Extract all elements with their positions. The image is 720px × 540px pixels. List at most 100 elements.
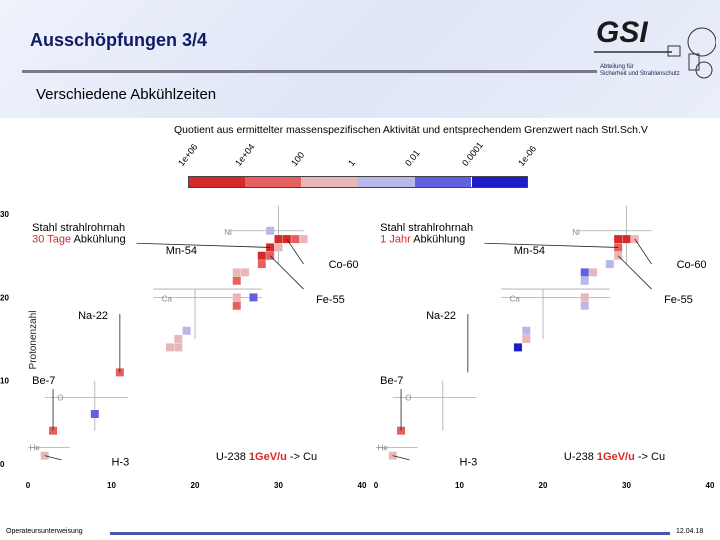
nuclide-cell [182,326,191,335]
footer-date: 12.04.18 [676,528,704,535]
legend-swatch [301,176,359,188]
legend-swatch [244,176,302,188]
nuclide-cell [232,293,241,302]
nuclide-cell [522,326,531,335]
legend-tick-label: 0.01 [402,148,422,168]
beam-label: U-238 1GeV/u -> Cu [216,451,317,463]
label-h3: H-3 [112,457,130,469]
nuclide-cell [580,293,589,302]
x-tick-label: 20 [539,481,548,490]
header-divider [22,70,597,73]
legend-caption: Quotient aus ermittelter massenspezifisc… [174,124,648,136]
panel-heading-line2: 30 Tage Abkühlung [32,233,125,245]
legend-swatch [414,176,472,188]
legend-tick-label: 1e+04 [232,141,257,168]
nuclide-cell [232,276,241,285]
pointer-line [484,242,619,248]
nuclide-cell [299,235,308,244]
x-tick-label: 0 [26,481,31,490]
legend-tick-label: 100 [289,149,307,168]
logo-subtext-line2: Sicherheit und Strahlenschutz [600,71,680,77]
y-axis-title: Protonenzahl [28,311,39,370]
nuclide-cell [257,251,266,260]
nuclide-cell [174,335,183,344]
label-be7: Be-7 [32,375,55,387]
nuclide-cell [232,268,241,277]
nuclide-cell [589,268,598,277]
panel-heading-line2: 1 Jahr Abkühlung [380,233,465,245]
label-mn54: Mn-54 [166,245,197,257]
x-tick-label: 20 [191,481,200,490]
nuclide-cell [580,301,589,310]
beam-label: U-238 1GeV/u -> Cu [564,451,665,463]
legend-tick-label: 1e+06 [176,141,200,168]
legend-swatch [358,176,415,188]
label-mn54: Mn-54 [514,245,545,257]
panel-heading: Stahl strahlrohrnah [380,222,473,234]
pointer-line [44,455,62,461]
x-tick-label: 40 [358,481,367,490]
label-na22: Na-22 [426,310,456,322]
nuclide-cell [257,260,266,269]
label-co60: Co-60 [677,259,707,271]
slide-header [0,0,720,118]
label-o: O [405,394,411,403]
nuclide-cell [630,235,639,244]
nuclide-cell [165,343,174,352]
label-ni: Ni [572,228,580,237]
nuclide-cell [580,268,589,277]
nuclide-cell [580,276,589,285]
slide-title: Ausschöpfungen 3/4 [30,30,208,50]
pointer-line [634,238,652,265]
label-h3: H-3 [460,457,478,469]
legend-tick-label: 1 [346,157,358,168]
x-tick-label: 10 [455,481,464,490]
gsi-logo: GSI [594,16,716,79]
pointer-line [136,242,271,248]
logo-subtext: Abteilung für Sicherheit und Strahlensch… [600,64,720,78]
legend-tick-label: 1e-06 [516,143,539,168]
nuclide-chart: 0102030ProtonenzahlNeutronenzahl01020304… [0,205,715,490]
nuclide-cell [622,235,631,244]
label-he: He [378,444,389,453]
nuclide-cell [241,268,250,277]
label-ca: Ca [510,295,521,304]
x-tick-label: 40 [706,481,715,490]
nuclide-cell [249,293,258,302]
legend-frame [188,176,528,188]
nuclide-cell [614,235,623,244]
label-na22: Na-22 [78,310,108,322]
x-tick-label: 30 [622,481,631,490]
nuclide-cell [282,235,291,244]
nuclide-cell [388,451,397,460]
y-tick-label: 10 [0,377,9,386]
nuclide-cell [605,260,614,269]
pointer-line [286,238,304,265]
nuclide-cell [291,235,300,244]
nuclide-cell [90,410,99,419]
footer-label: Operateursunterweisung [6,528,83,535]
label-ni: Ni [224,228,232,237]
label-he: He [30,444,41,453]
nuclide-cell [266,226,275,235]
panel-heading: Stahl strahlrohrnah [32,222,125,234]
logo-wordmark: GSI [596,16,648,49]
nuclide-cell [274,243,283,252]
nuclide-cell [513,343,522,352]
legend-swatch [188,176,245,188]
label-o: O [57,394,63,403]
legend-swatch [471,176,529,188]
label-ca: Ca [162,295,173,304]
x-tick-label: 30 [274,481,283,490]
pointer-line [269,255,304,290]
x-tick-label: 10 [107,481,116,490]
label-fe55: Fe-55 [316,294,345,306]
slide-subtitle: Verschiedene Abkühlzeiten [36,86,217,103]
legend-tick-label: 0.0001 [459,140,485,168]
footer-divider [110,532,670,535]
label-be7: Be-7 [380,375,403,387]
nuclide-cell [274,235,283,244]
nuclide-cell [174,343,183,352]
